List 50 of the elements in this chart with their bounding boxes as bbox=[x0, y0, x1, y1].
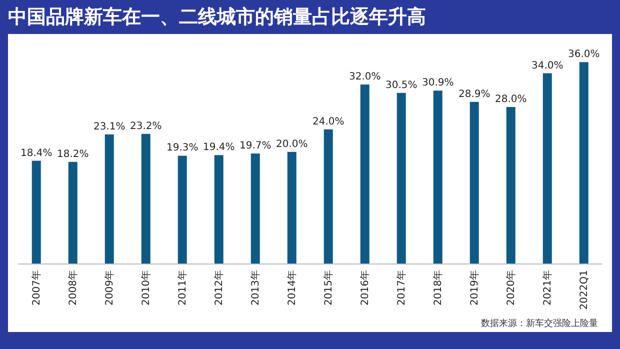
data-label: 24.0% bbox=[312, 116, 344, 128]
bar bbox=[506, 106, 516, 264]
x-tick-label: 2021年 bbox=[541, 270, 554, 306]
data-label: 28.0% bbox=[494, 94, 527, 105]
x-tick-label: 2016年 bbox=[358, 270, 371, 306]
bar bbox=[178, 156, 187, 264]
bar bbox=[360, 84, 370, 264]
data-label: 36.0% bbox=[568, 49, 600, 60]
x-tick-label: 2017年 bbox=[395, 270, 408, 306]
x-tick-label: 2020年 bbox=[504, 270, 517, 306]
data-label: 19.7% bbox=[239, 140, 272, 152]
bar bbox=[542, 73, 552, 264]
data-label: 18.4% bbox=[20, 148, 52, 159]
data-label: 32.0% bbox=[348, 72, 381, 83]
bar bbox=[433, 90, 442, 264]
bar bbox=[214, 155, 224, 264]
x-tick-label: 2013年 bbox=[249, 270, 262, 306]
x-tick-label: 2010年 bbox=[140, 270, 152, 306]
bar bbox=[396, 92, 406, 264]
bar bbox=[324, 129, 333, 264]
bar bbox=[579, 62, 588, 264]
chart-title: 中国品牌新车在一、二线城市的销量占比逐年升高 bbox=[8, 5, 426, 30]
bar bbox=[250, 154, 260, 264]
data-label: 19.4% bbox=[202, 142, 235, 154]
bar bbox=[470, 102, 479, 264]
x-tick-label: 2015年 bbox=[322, 270, 334, 306]
source-note: 数据来源：新车交强险上险量 bbox=[481, 318, 598, 330]
bar bbox=[32, 160, 41, 264]
bar bbox=[141, 134, 150, 264]
data-label: 20.0% bbox=[276, 138, 308, 150]
x-tick-label: 2007年 bbox=[30, 270, 42, 306]
x-tick-label: 2011年 bbox=[176, 270, 188, 306]
bar bbox=[68, 162, 78, 264]
x-tick-label: 2018年 bbox=[432, 270, 444, 306]
data-label: 34.0% bbox=[531, 60, 564, 72]
data-label: 23.1% bbox=[93, 121, 126, 132]
bar bbox=[104, 134, 114, 264]
bar bbox=[287, 152, 296, 264]
x-tick-label: 2022Q1 bbox=[578, 270, 590, 310]
data-label: 30.9% bbox=[422, 78, 454, 89]
data-label: 23.2% bbox=[130, 120, 162, 132]
data-label: 30.5% bbox=[385, 80, 418, 91]
x-tick-label: 2012年 bbox=[212, 270, 225, 306]
x-tick-label: 2019年 bbox=[468, 270, 480, 306]
data-label: 18.2% bbox=[56, 148, 89, 160]
x-tick-label: 2008年 bbox=[66, 270, 79, 306]
x-tick-label: 2009年 bbox=[103, 270, 116, 306]
data-label: 19.3% bbox=[166, 142, 198, 154]
x-tick-label: 2014年 bbox=[286, 270, 298, 306]
data-label: 28.9% bbox=[458, 88, 490, 100]
